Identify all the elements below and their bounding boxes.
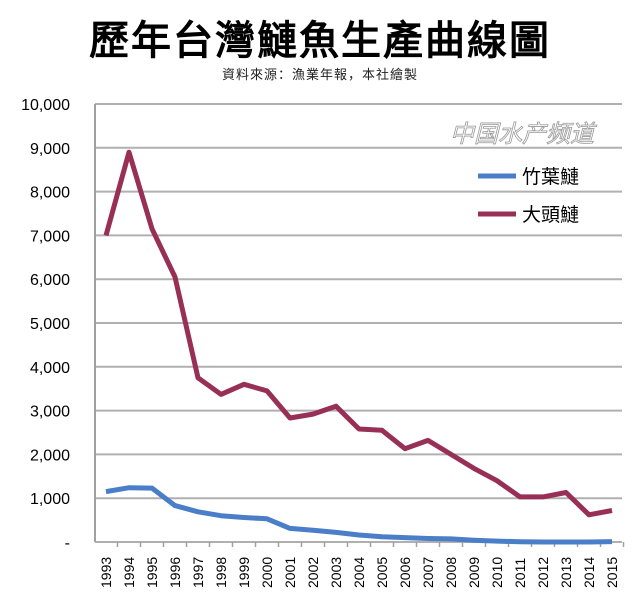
x-tick-label: 2000	[259, 557, 275, 588]
y-tick-label: 7,000	[30, 228, 70, 245]
x-tick-label: 2004	[351, 557, 367, 588]
y-tick-label: 9,000	[30, 141, 70, 158]
y-tick-label: 10,000	[21, 97, 70, 114]
x-tick-label: 2006	[397, 557, 413, 588]
y-tick-label: 8,000	[30, 185, 70, 202]
x-tick-label: 2014	[581, 557, 597, 588]
x-tick-label: 2008	[443, 557, 459, 588]
x-tick-label: 2009	[466, 557, 482, 588]
chart-title: 歷年台灣鰱魚生產曲線圖	[89, 18, 551, 64]
x-tick-label: 2005	[374, 557, 390, 588]
y-tick-label: -	[65, 535, 70, 552]
x-tick-label: 2015	[604, 557, 620, 588]
x-tick-label: 1993	[98, 557, 114, 588]
y-tick-label: 4,000	[30, 360, 70, 377]
x-axis-ticks: 1993 1994 1995 1996 1997 1998 1999 2000 2001 2002…	[98, 542, 625, 588]
x-tick-label: 1995	[144, 557, 160, 588]
x-tick-label: 2002	[305, 557, 321, 588]
y-tick-label: 3,000	[30, 404, 70, 421]
x-tick-label: 1996	[167, 557, 183, 588]
series-lines	[103, 149, 613, 545]
y-tick-label: 5,000	[30, 316, 70, 333]
x-tick-label: 2003	[328, 557, 344, 588]
legend-label: 大頭鰱	[522, 204, 579, 226]
x-tick-label: 1997	[190, 557, 206, 588]
x-tick-label: 2013	[558, 557, 574, 588]
x-tick-label: 2010	[489, 557, 505, 588]
x-tick-label: 2001	[282, 557, 298, 588]
y-axis-ticks: - 1,000 2,000 3,000 4,000 5,000 6,000 7,000 8,00…	[21, 97, 70, 552]
x-tick-label: 2007	[420, 557, 436, 588]
x-tick-label: 1994	[121, 557, 137, 588]
legend-label: 竹葉鰱	[522, 166, 579, 188]
chart-subtitle: 資料來源：漁業年報，本社繪製	[221, 68, 418, 83]
y-tick-label: 1,000	[30, 491, 70, 508]
y-tick-label: 6,000	[30, 272, 70, 289]
x-tick-label: 2012	[535, 557, 551, 588]
y-tick-label: 2,000	[30, 447, 70, 464]
x-tick-label: 1998	[213, 557, 229, 588]
watermark: 中国水产频道	[450, 120, 597, 148]
x-tick-label: 2011	[512, 558, 528, 588]
x-tick-label: 1999	[236, 557, 252, 588]
